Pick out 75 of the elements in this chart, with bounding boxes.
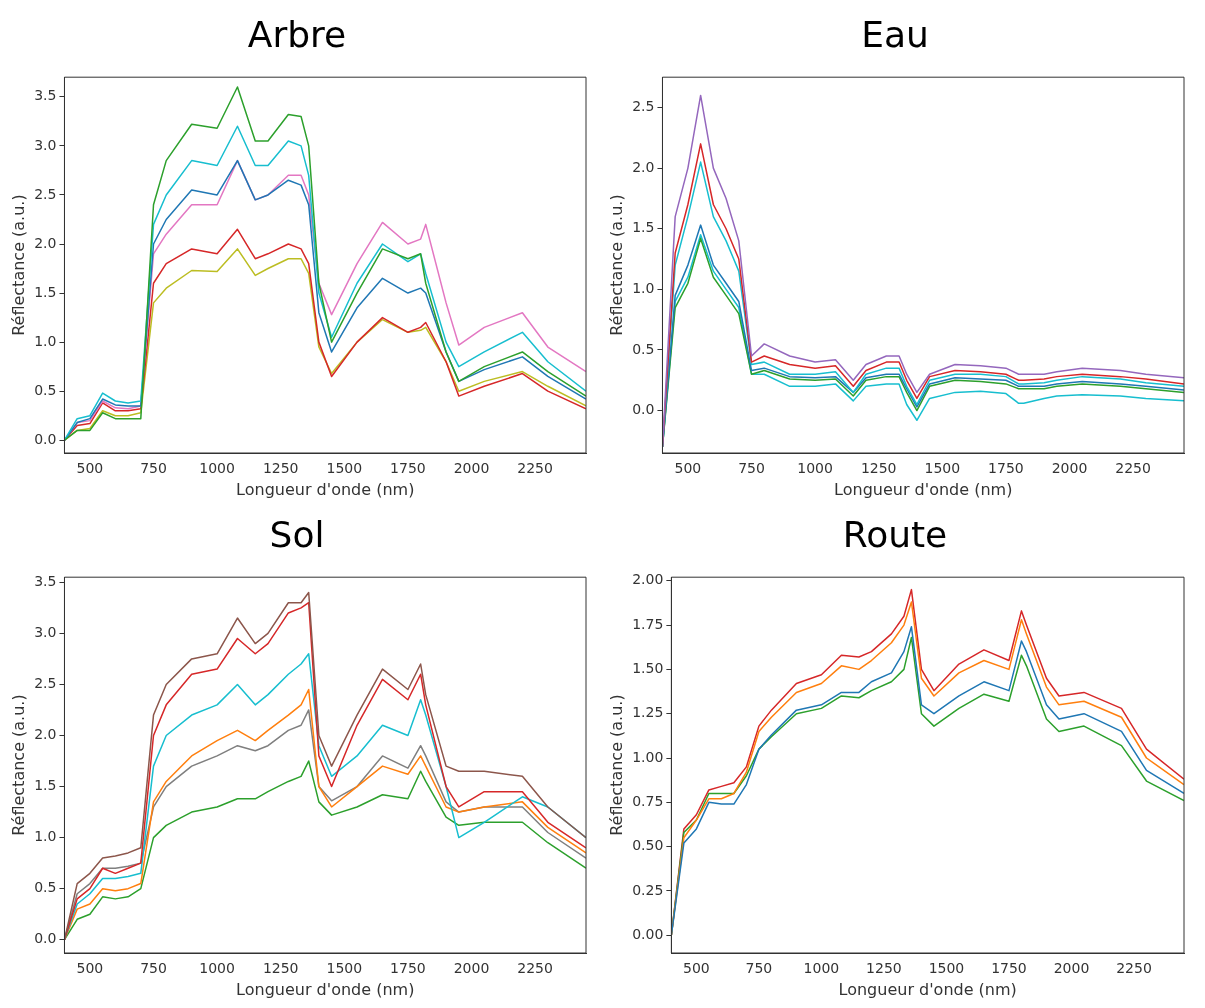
x-tick-label: 750	[738, 460, 765, 477]
x-tick-label: 500	[674, 460, 702, 477]
y-tick-label: 3.5	[34, 87, 57, 104]
x-tick-label: 2250	[1116, 960, 1152, 977]
y-tick-label: 1.5	[632, 219, 655, 236]
chart-title: Eau	[861, 13, 929, 55]
x-tick-label: 1000	[199, 960, 235, 977]
x-tick-label: 750	[140, 960, 167, 977]
x-axis-title: Longueur d'onde (nm)	[834, 479, 1013, 499]
y-tick-label: 0.0	[632, 401, 655, 418]
y-tick-label: 3.5	[34, 572, 57, 589]
x-tick-label: 750	[745, 960, 773, 977]
y-axis-title: Réflectance (a.u.)	[8, 194, 28, 336]
y-tick-label: 0.00	[632, 925, 664, 942]
x-tick-label: 500	[76, 460, 104, 477]
chart-title: Route	[842, 513, 948, 555]
x-tick-label: 500	[683, 960, 710, 977]
x-tick-label: 1250	[262, 460, 299, 477]
x-tick-label: 1500	[924, 460, 961, 477]
x-tick-label: 1750	[390, 460, 426, 477]
y-axis-title: Réflectance (a.u.)	[606, 194, 626, 336]
x-tick-label: 2000	[453, 460, 490, 477]
y-tick-label: 2.5	[34, 185, 57, 202]
y-axis-title: Réflectance (a.u.)	[8, 694, 28, 836]
y-tick-label: 2.5	[632, 98, 655, 115]
y-tick-label: 0.25	[632, 881, 664, 898]
y-tick-label: 1.5	[34, 777, 57, 794]
y-tick-label: 1.5	[34, 283, 57, 300]
x-tick-label: 2250	[1115, 460, 1151, 477]
x-tick-label: 1750	[988, 460, 1024, 477]
y-tick-label: 2.0	[34, 726, 57, 743]
x-tick-label: 1250	[262, 960, 299, 977]
x-tick-label: 1000	[797, 460, 833, 477]
y-tick-label: 2.0	[34, 234, 57, 251]
y-tick-label: 1.50	[632, 660, 664, 677]
x-tick-label: 2000	[1053, 960, 1090, 977]
y-tick-label: 0.5	[632, 340, 655, 357]
y-tick-label: 0.75	[632, 792, 664, 809]
y-tick-label: 1.0	[34, 332, 57, 349]
y-tick-label: 0.5	[34, 879, 57, 896]
y-tick-label: 0.0	[34, 930, 57, 947]
x-tick-label: 1500	[326, 460, 363, 477]
y-tick-label: 2.0	[632, 158, 655, 175]
x-tick-label: 2000	[453, 960, 490, 977]
x-axis-title: Longueur d'onde (nm)	[236, 979, 415, 999]
y-tick-label: 1.75	[632, 615, 664, 632]
x-tick-label: 1000	[803, 960, 840, 977]
y-tick-label: 0.0	[34, 430, 57, 447]
y-tick-label: 1.25	[632, 704, 664, 721]
x-tick-label: 1500	[928, 960, 965, 977]
y-tick-label: 3.0	[34, 624, 57, 641]
y-tick-label: 1.0	[632, 279, 655, 296]
x-tick-label: 500	[76, 960, 104, 977]
y-tick-label: 0.50	[632, 837, 664, 854]
chart-title: Arbre	[247, 13, 347, 55]
chart-title: Sol	[269, 513, 325, 555]
x-tick-label: 1750	[991, 960, 1027, 977]
x-tick-label: 2000	[1051, 460, 1088, 477]
x-tick-label: 1250	[860, 460, 897, 477]
x-axis-title: Longueur d'onde (nm)	[838, 979, 1017, 999]
x-tick-label: 750	[140, 460, 167, 477]
y-tick-label: 2.00	[632, 571, 664, 588]
x-tick-label: 1750	[390, 960, 426, 977]
x-tick-label: 1250	[866, 960, 902, 977]
y-tick-label: 1.00	[632, 748, 664, 765]
x-tick-label: 2250	[517, 460, 553, 477]
x-tick-label: 2250	[517, 960, 553, 977]
x-axis-title: Longueur d'onde (nm)	[236, 479, 415, 499]
y-tick-label: 1.0	[34, 828, 57, 845]
x-tick-label: 1000	[199, 460, 235, 477]
y-tick-label: 0.5	[34, 381, 57, 398]
x-tick-label: 1500	[326, 960, 363, 977]
y-axis-title: Réflectance (a.u.)	[606, 694, 626, 836]
y-tick-label: 3.0	[34, 136, 57, 153]
y-tick-label: 2.5	[34, 675, 57, 692]
